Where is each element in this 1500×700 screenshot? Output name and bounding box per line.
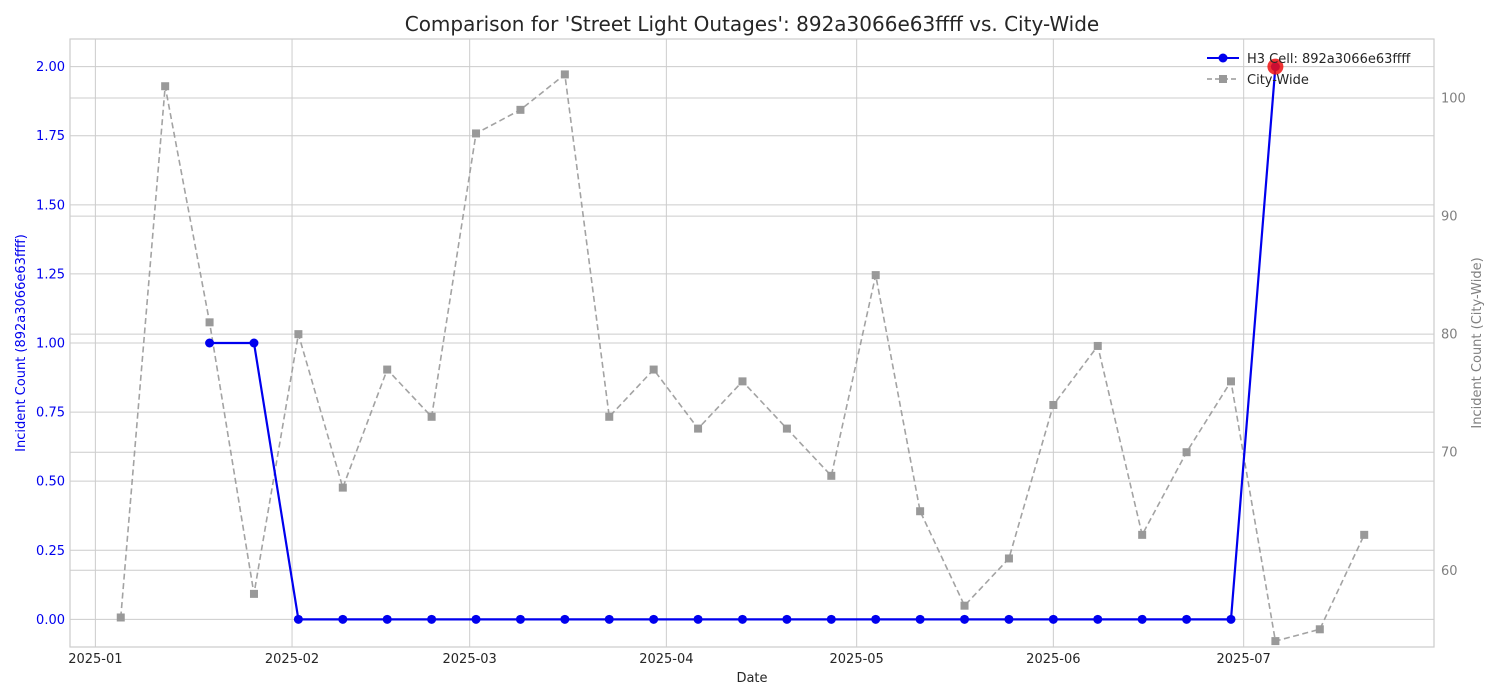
x-tick-label: 2025-04 xyxy=(639,652,693,667)
h3-cell-point xyxy=(338,614,348,624)
city-wide-point xyxy=(1138,530,1147,539)
city-wide-point xyxy=(782,424,791,433)
x-tick-label: 2025-01 xyxy=(68,652,122,667)
city-wide-point xyxy=(516,105,525,114)
h3-cell-point xyxy=(1004,614,1014,624)
h3-cell-point xyxy=(382,614,392,624)
y-axis-left-label: Incident Count (892a3066e63ffff) xyxy=(14,234,29,452)
legend-cell-marker xyxy=(1218,53,1228,63)
x-axis: 2025-01 2025-02 2025-03 2025-04 2025-05 2025-… xyxy=(68,652,1271,667)
y-left-tick-label: 0.75 xyxy=(36,406,65,421)
city-wide-point xyxy=(560,70,569,79)
x-tick-label: 2025-05 xyxy=(830,652,884,667)
h3-cell-point xyxy=(604,614,614,624)
legend: H3 Cell: 892a3066e63ffff City-Wide xyxy=(1207,52,1411,88)
h3-cell-point xyxy=(737,614,747,624)
highlight-layer xyxy=(1267,58,1284,75)
chart-title: Comparison for 'Street Light Outages': 8… xyxy=(405,12,1100,36)
h3-cell-point xyxy=(427,614,437,624)
city-wide-point xyxy=(383,365,392,374)
h3-cell-point xyxy=(1226,614,1236,624)
city-wide-point xyxy=(1315,625,1324,634)
y-right-tick-label: 100 xyxy=(1441,92,1466,107)
y-axis-right-label: Incident Count (City-Wide) xyxy=(1470,257,1485,428)
city-wide-point xyxy=(871,271,880,280)
city-wide-point xyxy=(472,129,481,138)
h3-cell-point xyxy=(826,614,836,624)
x-tick-label: 2025-02 xyxy=(265,652,319,667)
city-wide-point xyxy=(738,377,747,386)
city-wide-point xyxy=(1271,637,1280,646)
x-axis-label: Date xyxy=(736,671,767,686)
y-left-tick-label: 0.50 xyxy=(36,475,65,490)
y-right-tick-label: 90 xyxy=(1441,210,1458,225)
y-axis-right: 60 70 80 90 100 xyxy=(1441,92,1466,579)
h3-cell-series xyxy=(205,62,1280,624)
h3-cell-point xyxy=(205,338,215,348)
h3-cell-point xyxy=(1137,614,1147,624)
y-right-tick-label: 70 xyxy=(1441,446,1458,461)
city-wide-point xyxy=(1004,554,1013,563)
h3-cell-point xyxy=(471,614,481,624)
h3-cell-point xyxy=(649,614,659,624)
y-left-tick-label: 1.50 xyxy=(36,198,65,213)
h3-cell-point xyxy=(915,614,925,624)
city-wide-point xyxy=(960,601,969,610)
y-left-tick-label: 1.00 xyxy=(36,337,65,352)
city-wide-point xyxy=(1182,448,1191,457)
h3-cell-point xyxy=(249,338,259,348)
city-wide-point xyxy=(1049,400,1058,409)
y-right-tick-label: 80 xyxy=(1441,328,1458,343)
city-wide-point xyxy=(249,589,258,598)
h3-cell-point xyxy=(960,614,970,624)
h3-cell-point xyxy=(693,614,703,624)
y-left-tick-label: 0.25 xyxy=(36,544,65,559)
legend-city-label: City-Wide xyxy=(1247,73,1309,88)
city-wide-point xyxy=(694,424,703,433)
city-wide-point xyxy=(827,471,836,480)
x-tick-label: 2025-03 xyxy=(443,652,497,667)
city-wide-point xyxy=(205,318,214,327)
city-wide-point xyxy=(294,330,303,339)
legend-cell-label: H3 Cell: 892a3066e63ffff xyxy=(1247,52,1411,67)
x-tick-label: 2025-07 xyxy=(1217,652,1271,667)
y-left-tick-label: 1.75 xyxy=(36,129,65,144)
h3-cell-point xyxy=(1093,614,1103,624)
h3-cell-point xyxy=(560,614,570,624)
highlight-point xyxy=(1267,58,1284,75)
city-wide-point xyxy=(116,613,125,622)
city-wide-point xyxy=(605,412,614,421)
y-left-tick-label: 0.00 xyxy=(36,613,65,628)
h3-cell-point xyxy=(871,614,881,624)
h3-cell-point xyxy=(293,614,303,624)
h3-cell-point xyxy=(515,614,525,624)
city-wide-point xyxy=(1093,341,1102,350)
city-wide-point xyxy=(1226,377,1235,386)
city-wide-point xyxy=(1360,530,1369,539)
y-right-tick-label: 60 xyxy=(1441,564,1458,579)
y-axis-left: 0.00 0.25 0.50 0.75 1.00 1.25 1.50 1.75 2.00 xyxy=(36,60,65,628)
city-wide-point xyxy=(338,483,347,492)
x-tick-label: 2025-06 xyxy=(1026,652,1080,667)
city-wide-series xyxy=(116,70,1369,646)
city-wide-point xyxy=(649,365,658,374)
h3-cell-point xyxy=(1182,614,1192,624)
y-left-tick-label: 2.00 xyxy=(36,60,65,75)
h3-cell-point xyxy=(1048,614,1058,624)
city-wide-point xyxy=(427,412,436,421)
plot-frame xyxy=(69,38,1435,648)
city-wide-point xyxy=(161,82,170,91)
h3-cell-point xyxy=(782,614,792,624)
y-left-tick-label: 1.25 xyxy=(36,267,65,282)
legend-city-marker xyxy=(1219,75,1227,83)
city-wide-point xyxy=(916,507,925,516)
